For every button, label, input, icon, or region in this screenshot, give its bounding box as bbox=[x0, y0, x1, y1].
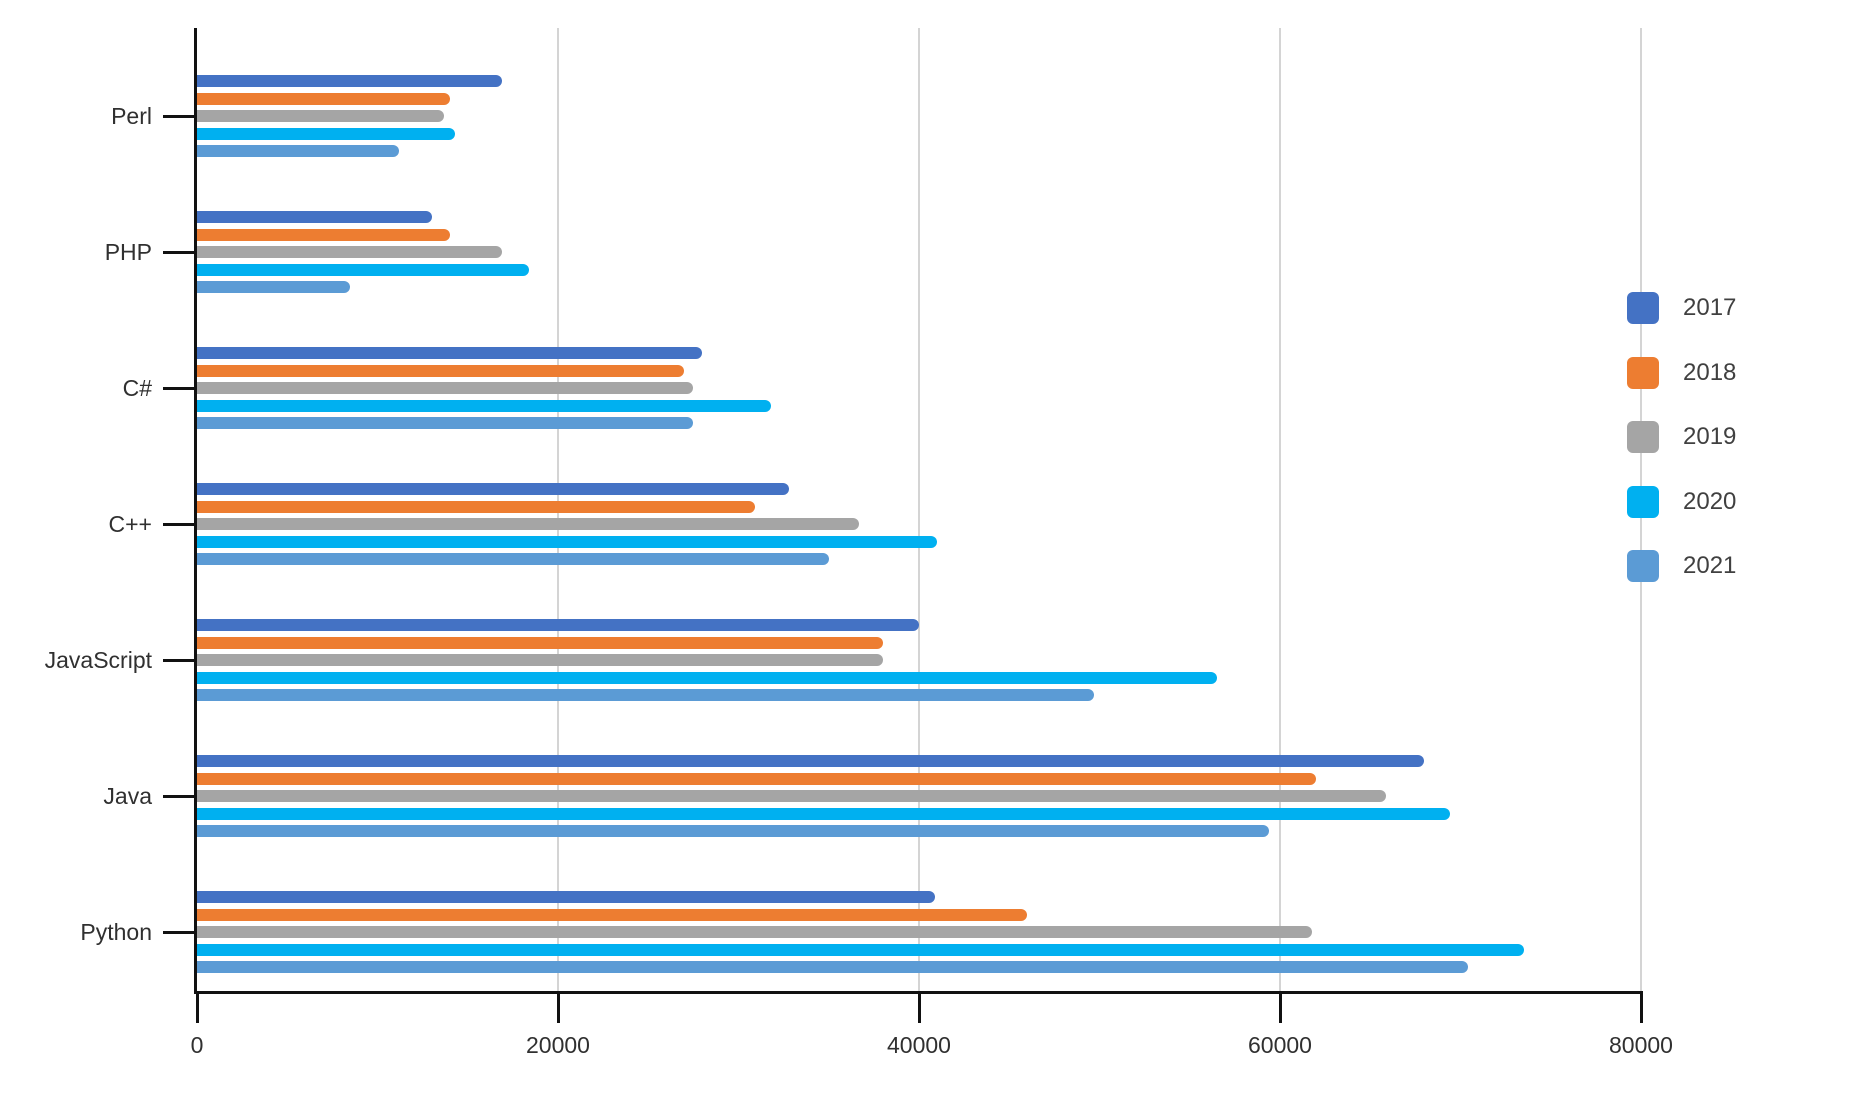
bar-c-2018 bbox=[197, 364, 685, 377]
bar-python-2019 bbox=[197, 926, 1313, 938]
bar-python-2018 bbox=[197, 908, 1028, 921]
y-axis-tick-perl bbox=[163, 114, 197, 118]
bar-group-javascript bbox=[197, 619, 1641, 701]
bar-c-2021 bbox=[197, 553, 829, 565]
x-axis-tick-0 bbox=[195, 991, 199, 1023]
legend-label-2020: 2020 bbox=[1683, 487, 1737, 515]
gridline-60000 bbox=[1279, 28, 1281, 992]
legend-label-2017: 2017 bbox=[1683, 294, 1737, 321]
y-axis-tick-python bbox=[163, 930, 197, 934]
y-axis-tick-javascript bbox=[163, 658, 197, 662]
legend-item-2019[interactable]: 2019 bbox=[1627, 421, 1736, 453]
bar-c-2017 bbox=[197, 483, 790, 495]
y-axis-line bbox=[194, 28, 197, 994]
bar-group-php bbox=[197, 211, 1641, 293]
x-axis-tick-80000 bbox=[1639, 991, 1643, 1023]
bar-c-2018 bbox=[197, 500, 755, 513]
x-axis-tick-60000 bbox=[1278, 991, 1282, 1023]
bar-c-2021 bbox=[197, 417, 694, 429]
x-axis-label-0: 0 bbox=[190, 1032, 204, 1058]
gridline-40000 bbox=[918, 28, 920, 992]
bar-perl-2019 bbox=[197, 110, 445, 122]
y-axis-tick-c bbox=[163, 522, 197, 526]
y-axis-tick-c bbox=[163, 386, 197, 390]
bar-java-2020 bbox=[197, 807, 1450, 820]
bar-group-python bbox=[197, 891, 1641, 973]
bar-python-2020 bbox=[197, 943, 1524, 956]
category-label-python: Python bbox=[80, 919, 152, 945]
bar-javascript-2018 bbox=[197, 636, 883, 649]
legend-item-2017[interactable]: 2017 bbox=[1627, 292, 1736, 324]
legend-item-2018[interactable]: 2018 bbox=[1627, 356, 1737, 389]
bar-perl-2017 bbox=[197, 75, 503, 87]
legend-label-2018: 2018 bbox=[1683, 358, 1737, 386]
x-axis-label-80000: 80000 bbox=[1609, 1032, 1673, 1058]
bar-javascript-2021 bbox=[197, 689, 1095, 701]
bar-c-2019 bbox=[197, 382, 694, 394]
bar-group-java bbox=[197, 755, 1641, 837]
category-label-c: C# bbox=[122, 375, 152, 401]
legend-item-2020[interactable]: 2020 bbox=[1627, 485, 1737, 518]
bar-php-2019 bbox=[197, 246, 503, 258]
bar-javascript-2019 bbox=[197, 654, 883, 666]
legend-swatch-2021 bbox=[1627, 550, 1659, 582]
category-label-java: Java bbox=[103, 783, 152, 809]
bar-java-2019 bbox=[197, 790, 1387, 802]
category-label-javascript: JavaScript bbox=[44, 647, 152, 673]
bar-php-2017 bbox=[197, 211, 432, 223]
x-axis-tick-20000 bbox=[556, 991, 560, 1023]
y-axis-tick-java bbox=[163, 794, 197, 798]
bar-java-2017 bbox=[197, 755, 1425, 767]
x-axis-tick-40000 bbox=[917, 991, 921, 1023]
legend-swatch-2020 bbox=[1627, 485, 1659, 518]
legend-swatch-2017 bbox=[1627, 292, 1659, 324]
bar-javascript-2017 bbox=[197, 619, 919, 631]
x-axis-label-20000: 20000 bbox=[526, 1032, 590, 1058]
bar-c-2020 bbox=[197, 399, 771, 412]
bar-javascript-2020 bbox=[197, 671, 1217, 684]
bar-java-2018 bbox=[197, 772, 1317, 785]
bar-perl-2018 bbox=[197, 92, 450, 105]
bar-group-c bbox=[197, 483, 1641, 565]
x-axis-label-40000: 40000 bbox=[887, 1032, 951, 1058]
legend-label-2021: 2021 bbox=[1683, 552, 1737, 579]
bar-group-c bbox=[197, 347, 1641, 429]
x-axis-label-60000: 60000 bbox=[1248, 1032, 1312, 1058]
bar-group-perl bbox=[197, 75, 1641, 157]
bar-perl-2021 bbox=[197, 145, 400, 157]
legend-item-2021[interactable]: 2021 bbox=[1627, 550, 1736, 582]
bar-c-2017 bbox=[197, 347, 703, 359]
y-axis-tick-php bbox=[163, 250, 197, 254]
category-label-perl: Perl bbox=[111, 103, 152, 129]
plot-area bbox=[163, 28, 1643, 1023]
bar-php-2018 bbox=[197, 228, 450, 241]
category-label-c: C++ bbox=[108, 511, 152, 537]
legend-swatch-2018 bbox=[1627, 356, 1659, 389]
bar-php-2020 bbox=[197, 263, 530, 276]
bar-python-2021 bbox=[197, 961, 1468, 973]
legend-label-2019: 2019 bbox=[1683, 423, 1737, 450]
category-label-php: PHP bbox=[104, 239, 152, 265]
bar-c-2020 bbox=[197, 535, 938, 548]
bar-c-2019 bbox=[197, 518, 860, 530]
bar-java-2021 bbox=[197, 825, 1270, 837]
bar-php-2021 bbox=[197, 281, 351, 293]
legend-swatch-2019 bbox=[1627, 421, 1659, 453]
bar-python-2017 bbox=[197, 891, 936, 903]
bar-perl-2020 bbox=[197, 127, 456, 140]
